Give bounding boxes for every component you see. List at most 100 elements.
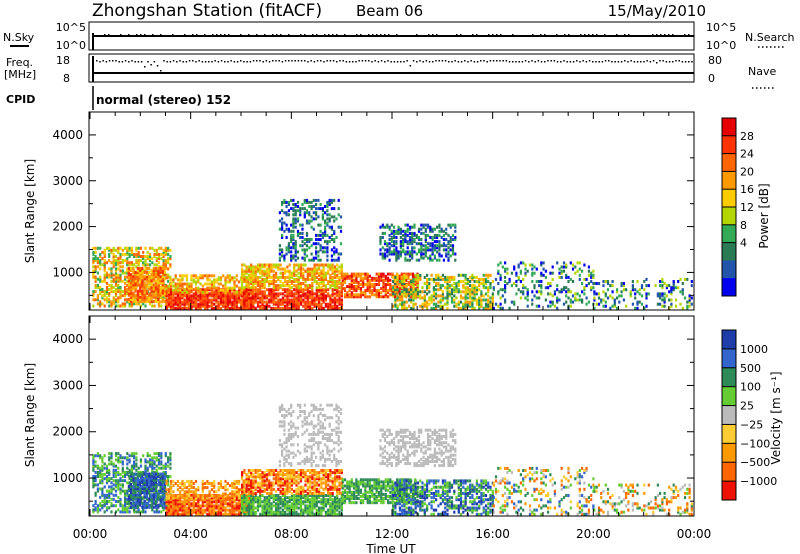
data-cell — [438, 225, 441, 229]
data-cell — [219, 306, 223, 310]
data-cell — [164, 277, 167, 281]
data-cell — [346, 272, 349, 276]
data-cell — [294, 225, 297, 229]
data-cell — [350, 283, 353, 286]
data-cell — [315, 246, 318, 250]
data-cell — [441, 273, 444, 277]
data-cell — [133, 263, 136, 267]
data-cell — [337, 256, 340, 260]
data-cell — [438, 233, 441, 237]
data-cell — [412, 306, 415, 310]
data-cell — [101, 468, 104, 472]
data-cell — [303, 258, 306, 262]
data-cell — [130, 297, 133, 301]
data-cell — [148, 499, 151, 503]
data-cell — [157, 289, 160, 293]
data-cell — [464, 294, 467, 298]
data-cell — [252, 296, 255, 300]
data-cell — [219, 276, 223, 280]
data-cell — [383, 242, 387, 246]
nave-dot — [454, 60, 456, 62]
data-cell — [336, 288, 339, 292]
data-cell — [497, 292, 500, 296]
data-cell — [544, 275, 547, 279]
data-cell — [176, 302, 179, 306]
data-cell — [562, 269, 566, 273]
data-cell — [377, 289, 381, 293]
data-cell — [392, 275, 395, 279]
data-cell — [324, 290, 327, 294]
data-cell — [119, 500, 122, 503]
data-cell — [409, 272, 412, 276]
freq-panel: Freq. [MHz] 18 8 80 0 Nave — [4, 53, 776, 89]
data-cell — [105, 500, 109, 503]
data-cell — [299, 290, 303, 294]
nave-dot — [566, 61, 568, 63]
data-cell — [303, 242, 306, 246]
data-cell — [446, 277, 449, 281]
data-cell — [210, 274, 213, 278]
data-cell — [241, 267, 244, 271]
data-cell — [136, 505, 139, 509]
data-cell — [426, 302, 429, 306]
data-cell — [387, 272, 390, 276]
data-cell — [157, 482, 160, 486]
data-cell — [103, 298, 106, 302]
data-cell — [127, 291, 130, 295]
data-cell — [688, 300, 691, 304]
data-cell — [108, 304, 111, 308]
nsearch-dot — [552, 35, 554, 37]
data-cell — [326, 233, 329, 237]
data-cell — [396, 285, 399, 288]
data-cell — [286, 296, 289, 300]
data-cell — [638, 288, 641, 292]
data-cell — [400, 272, 403, 276]
data-cell — [263, 284, 266, 288]
nsearch-dot — [176, 35, 178, 37]
data-cell — [165, 292, 168, 296]
nave-dot — [672, 61, 674, 63]
data-cell — [164, 259, 167, 263]
data-cell — [304, 292, 307, 296]
data-cell — [613, 304, 616, 308]
data-cell — [313, 302, 316, 306]
data-cell — [416, 275, 420, 279]
data-cell — [112, 265, 115, 269]
data-cell — [611, 280, 614, 283]
data-cell — [672, 286, 675, 290]
data-cell — [247, 298, 250, 302]
data-cell — [121, 259, 124, 263]
data-cell — [153, 452, 156, 456]
data-cell — [337, 258, 340, 262]
data-cell — [164, 261, 167, 265]
data-cell — [569, 261, 572, 265]
nave-dot — [620, 61, 623, 63]
nave-dot — [102, 60, 104, 62]
data-cell — [313, 292, 316, 296]
data-cell — [403, 306, 406, 310]
data-cell — [423, 296, 426, 300]
data-cell — [305, 211, 309, 215]
data-cell — [210, 288, 213, 292]
nsearch-dot — [144, 34, 146, 36]
data-cell — [152, 505, 155, 509]
data-cell — [152, 474, 155, 478]
data-cell — [254, 296, 257, 300]
data-cell — [128, 255, 131, 258]
data-cell — [261, 294, 264, 298]
data-cell — [135, 265, 138, 269]
data-cell — [172, 278, 175, 282]
data-cell — [294, 219, 297, 223]
nsearch-dot — [112, 35, 114, 37]
data-cell — [114, 464, 118, 468]
data-cell — [114, 248, 118, 252]
colorbar-segment — [722, 153, 736, 172]
data-cell — [383, 252, 387, 256]
data-cell — [121, 456, 124, 460]
data-cell — [150, 489, 153, 493]
data-cell — [272, 290, 275, 294]
data-cell — [492, 306, 495, 310]
data-cell — [275, 292, 278, 296]
data-cell — [281, 225, 284, 229]
nave-dot — [297, 60, 300, 62]
